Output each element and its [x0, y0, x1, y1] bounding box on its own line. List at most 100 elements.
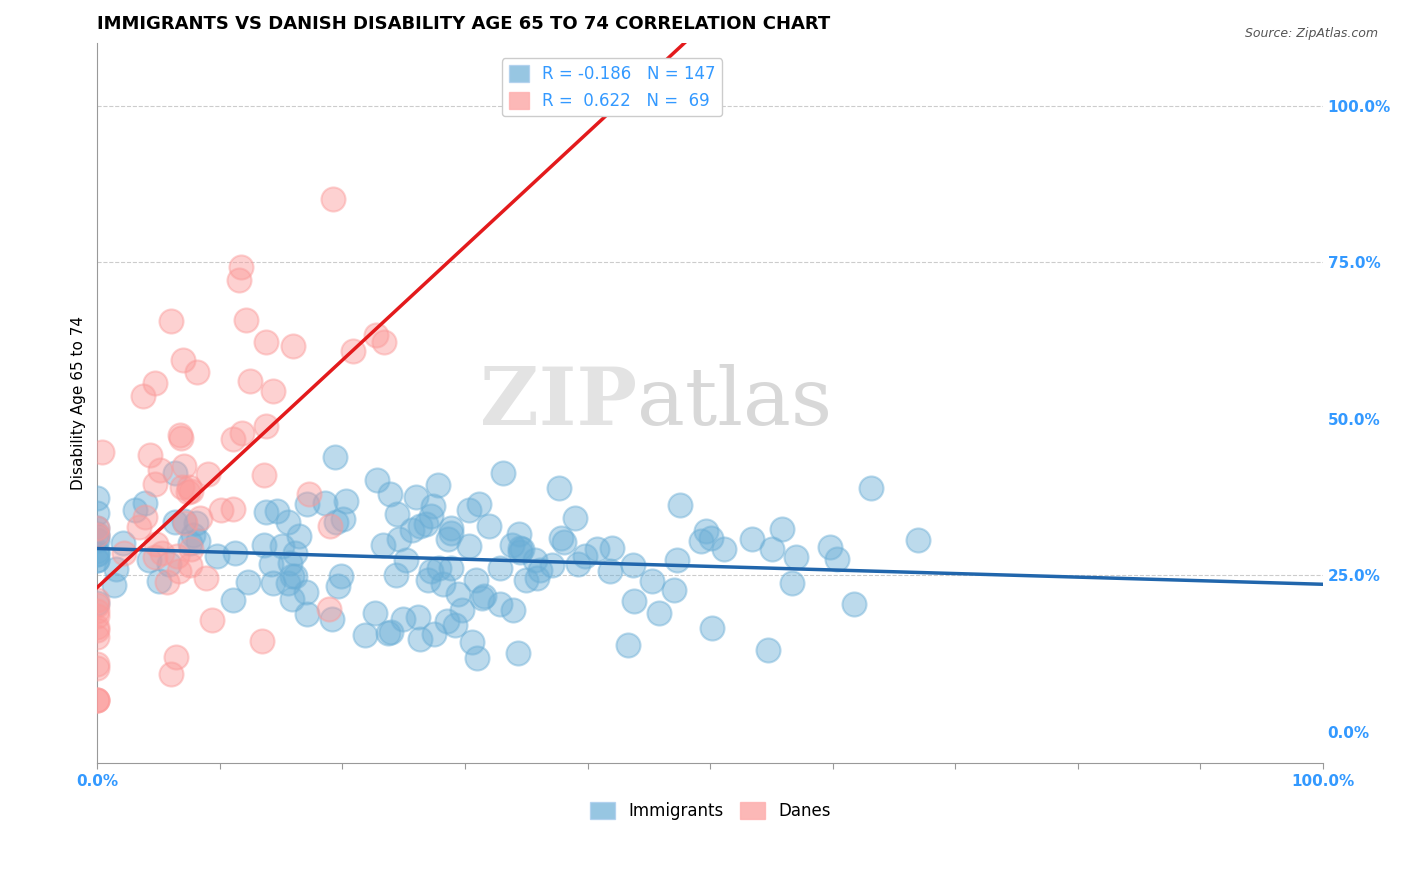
- Legend: Immigrants, Danes: Immigrants, Danes: [583, 796, 838, 827]
- Point: [427, 561, 450, 575]
- Point: [86, 521, 108, 535]
- Point: [86, 623, 108, 637]
- Point: [465, 651, 488, 665]
- Point: [405, 490, 427, 504]
- Point: [145, 550, 167, 565]
- Point: [447, 587, 470, 601]
- Point: [180, 484, 202, 499]
- Point: [155, 574, 177, 589]
- Point: [489, 597, 512, 611]
- Point: [179, 536, 201, 550]
- Point: [780, 575, 803, 590]
- Point: [436, 533, 458, 547]
- Point: [457, 503, 479, 517]
- Point: [380, 624, 402, 639]
- Point: [443, 618, 465, 632]
- Point: [318, 602, 340, 616]
- Point: [86, 553, 108, 567]
- Point: [86, 491, 108, 505]
- Point: [187, 534, 209, 549]
- Point: [464, 573, 486, 587]
- Point: [86, 544, 108, 558]
- Point: [231, 260, 253, 275]
- Point: [295, 497, 318, 511]
- Point: [510, 542, 533, 557]
- Point: [86, 528, 108, 542]
- Point: [197, 467, 219, 482]
- Point: [145, 537, 167, 551]
- Point: [169, 427, 191, 442]
- Point: [262, 384, 284, 398]
- Point: [172, 353, 194, 368]
- Point: [668, 499, 690, 513]
- Point: [86, 609, 108, 624]
- Point: [416, 573, 439, 587]
- Point: [450, 603, 472, 617]
- Point: [222, 502, 245, 516]
- Point: [284, 569, 307, 583]
- Point: [228, 273, 250, 287]
- Point: [103, 578, 125, 592]
- Point: [222, 592, 245, 607]
- Point: [415, 516, 437, 531]
- Point: [239, 374, 262, 388]
- Point: [86, 527, 108, 541]
- Point: [167, 565, 190, 579]
- Point: [621, 558, 644, 573]
- Point: [373, 538, 395, 552]
- Point: [600, 541, 623, 555]
- Point: [439, 561, 461, 575]
- Point: [432, 576, 454, 591]
- Point: [86, 660, 108, 674]
- Point: [419, 509, 441, 524]
- Point: [478, 519, 501, 533]
- Point: [501, 537, 523, 551]
- Point: [387, 507, 409, 521]
- Point: [599, 564, 621, 578]
- Point: [86, 693, 108, 707]
- Point: [761, 542, 783, 557]
- Point: [648, 606, 671, 620]
- Point: [172, 481, 194, 495]
- Point: [86, 529, 108, 543]
- Point: [553, 535, 575, 549]
- Point: [529, 563, 551, 577]
- Point: [564, 510, 586, 524]
- Point: [86, 693, 108, 707]
- Point: [86, 620, 108, 634]
- Point: [131, 389, 153, 403]
- Point: [165, 466, 187, 480]
- Point: [509, 545, 531, 559]
- Point: [177, 485, 200, 500]
- Point: [160, 314, 183, 328]
- Text: Source: ZipAtlas.com: Source: ZipAtlas.com: [1244, 27, 1378, 40]
- Point: [401, 523, 423, 537]
- Text: IMMIGRANTS VS DANISH DISABILITY AGE 65 TO 74 CORRELATION CHART: IMMIGRANTS VS DANISH DISABILITY AGE 65 T…: [97, 15, 831, 33]
- Point: [468, 497, 491, 511]
- Point: [260, 557, 283, 571]
- Point: [388, 532, 411, 546]
- Point: [321, 612, 343, 626]
- Point: [700, 621, 723, 635]
- Point: [252, 468, 274, 483]
- Point: [419, 564, 441, 578]
- Point: [287, 529, 309, 543]
- Point: [188, 511, 211, 525]
- Point: [295, 607, 318, 622]
- Point: [859, 481, 882, 495]
- Point: [364, 606, 387, 620]
- Point: [143, 376, 166, 391]
- Point: [550, 531, 572, 545]
- Point: [617, 638, 640, 652]
- Point: [623, 594, 645, 608]
- Point: [373, 335, 395, 350]
- Point: [825, 552, 848, 566]
- Point: [166, 549, 188, 563]
- Point: [907, 533, 929, 547]
- Point: [86, 596, 108, 610]
- Point: [173, 514, 195, 528]
- Point: [460, 634, 482, 648]
- Point: [160, 667, 183, 681]
- Point: [713, 541, 735, 556]
- Point: [236, 574, 259, 589]
